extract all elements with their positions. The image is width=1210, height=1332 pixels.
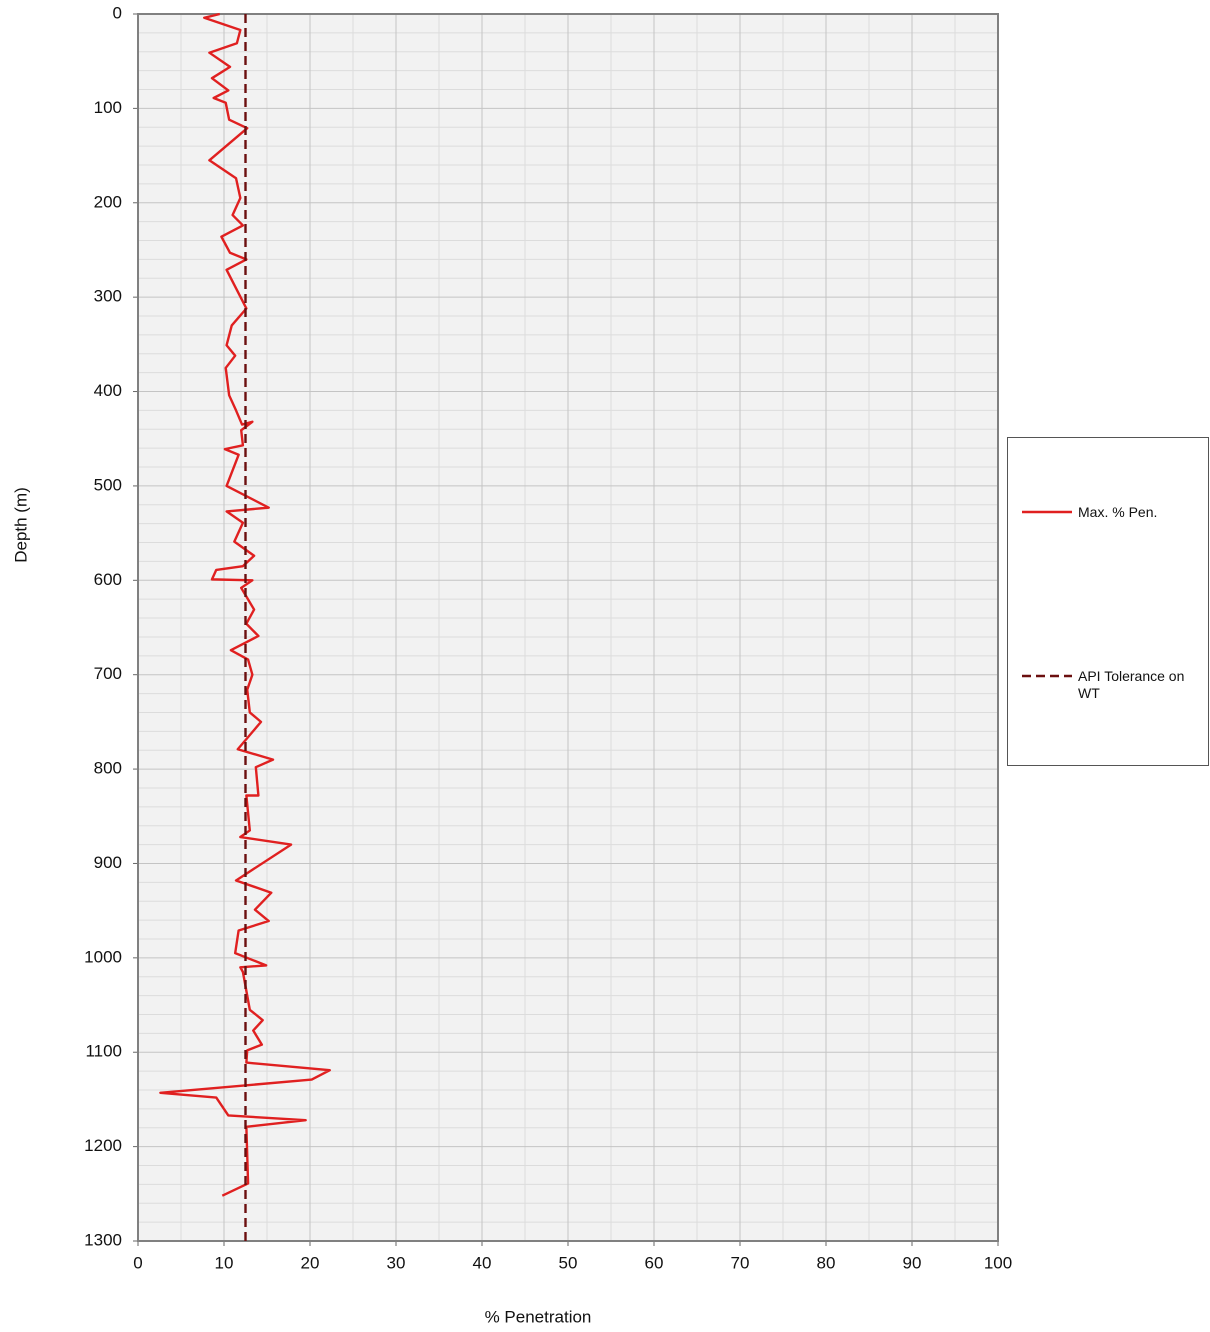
y-tick-label: 500 — [94, 475, 122, 494]
y-tick-label: 900 — [94, 853, 122, 872]
legend-label: Max. % Pen. — [1078, 504, 1158, 520]
legend-entry: API Tolerance on WT — [1022, 668, 1208, 702]
x-tick-label: 30 — [387, 1253, 406, 1272]
x-tick-label: 0 — [133, 1253, 142, 1272]
y-tick-label: 100 — [94, 98, 122, 117]
y-tick-label: 700 — [94, 664, 122, 683]
y-tick-label: 1300 — [84, 1230, 122, 1249]
x-tick-label: 10 — [215, 1253, 234, 1272]
x-tick-label: 60 — [645, 1253, 664, 1272]
y-tick-label: 200 — [94, 192, 122, 211]
x-tick-label: 50 — [559, 1253, 578, 1272]
y-tick-label: 1100 — [85, 1042, 122, 1061]
data-line — [159, 12, 331, 1197]
y-tick-label: 800 — [94, 759, 122, 778]
y-axis-label: Depth (m) — [11, 487, 30, 563]
x-tick-label: 100 — [984, 1253, 1012, 1272]
x-tick-label: 80 — [817, 1253, 836, 1272]
y-tick-label: 1200 — [84, 1136, 122, 1155]
legend-entry: Max. % Pen. — [1022, 504, 1208, 521]
x-axis-label: % Penetration — [485, 1307, 592, 1326]
legend: Max. % Pen. API Tolerance on WT — [1007, 437, 1209, 766]
x-tick-label: 70 — [731, 1253, 750, 1272]
y-tick-label: 1000 — [84, 947, 122, 966]
legend-label: API Tolerance on WT — [1078, 668, 1185, 701]
y-tick-label: 300 — [94, 287, 122, 306]
legend-swatch — [1022, 674, 1072, 678]
x-tick-label: 40 — [473, 1253, 492, 1272]
legend-swatch — [1022, 510, 1072, 514]
x-tick-label: 20 — [301, 1253, 320, 1272]
plot-border — [137, 13, 999, 1242]
y-tick-label: 0 — [113, 3, 122, 22]
x-tick-label: 90 — [903, 1253, 922, 1272]
y-tick-label: 600 — [94, 570, 122, 589]
y-tick-label: 400 — [94, 381, 122, 400]
